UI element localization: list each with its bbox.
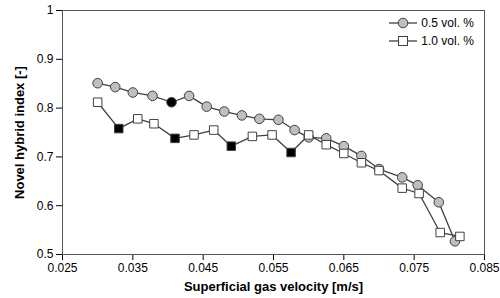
- svg-text:0.045: 0.045: [188, 261, 218, 275]
- svg-text:0.5: 0.5: [37, 247, 54, 261]
- svg-text:0.8: 0.8: [37, 101, 54, 115]
- svg-text:0.085: 0.085: [469, 261, 499, 275]
- svg-text:0.075: 0.075: [399, 261, 429, 275]
- svg-text:0.025: 0.025: [47, 261, 77, 275]
- svg-text:1: 1: [47, 3, 54, 17]
- svg-text:0.6: 0.6: [37, 199, 54, 213]
- svg-text:Novel hybrid index [-]: Novel hybrid index [-]: [12, 66, 27, 199]
- svg-text:0.9: 0.9: [37, 52, 54, 66]
- svg-text:0.055: 0.055: [258, 261, 288, 275]
- svg-text:0.7: 0.7: [37, 150, 54, 164]
- svg-text:0.065: 0.065: [329, 261, 359, 275]
- html-text:0.5 vol. %: 0.5 vol. %: [421, 16, 474, 30]
- svg-text:0.035: 0.035: [118, 261, 148, 275]
- svg-text:Superficial gas velocity [m/s]: Superficial gas velocity [m/s]: [184, 279, 363, 294]
- html-text:1.0 vol. %: 1.0 vol. %: [421, 34, 474, 48]
